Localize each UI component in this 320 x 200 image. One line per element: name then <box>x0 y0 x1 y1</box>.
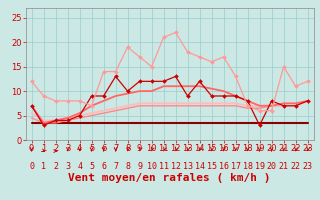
Text: 9: 9 <box>137 162 142 171</box>
Text: 1: 1 <box>41 162 46 171</box>
Text: 10: 10 <box>147 162 156 171</box>
Text: 3: 3 <box>65 162 70 171</box>
Text: 5: 5 <box>89 162 94 171</box>
Text: 8: 8 <box>125 162 130 171</box>
Text: 14: 14 <box>195 162 204 171</box>
Text: 6: 6 <box>101 162 106 171</box>
Text: 22: 22 <box>291 162 300 171</box>
Text: 19: 19 <box>255 162 265 171</box>
Text: 12: 12 <box>171 162 180 171</box>
Text: 0: 0 <box>29 162 34 171</box>
Text: Vent moyen/en rafales ( km/h ): Vent moyen/en rafales ( km/h ) <box>68 173 271 183</box>
Text: 15: 15 <box>207 162 217 171</box>
Text: 7: 7 <box>113 162 118 171</box>
Text: 13: 13 <box>183 162 193 171</box>
Text: 23: 23 <box>303 162 313 171</box>
Text: 16: 16 <box>219 162 228 171</box>
Text: 17: 17 <box>231 162 241 171</box>
Text: 4: 4 <box>77 162 82 171</box>
Text: 11: 11 <box>159 162 169 171</box>
Text: 2: 2 <box>53 162 58 171</box>
Text: 18: 18 <box>243 162 252 171</box>
Text: 20: 20 <box>267 162 276 171</box>
Text: 21: 21 <box>279 162 289 171</box>
